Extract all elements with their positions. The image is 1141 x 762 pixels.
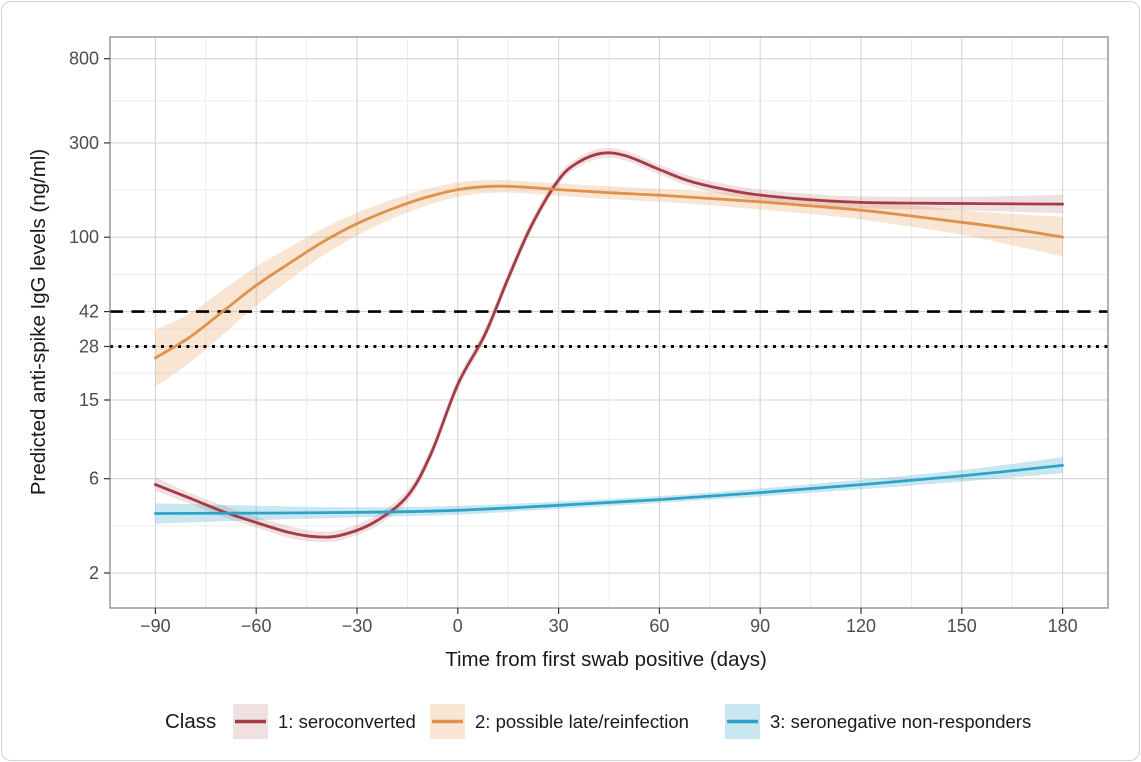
x-axis-title: Time from first swab positive (days) bbox=[445, 648, 767, 671]
series-line bbox=[154, 464, 1064, 515]
y-tick-label: 15 bbox=[79, 390, 99, 410]
x-tick-label: 60 bbox=[649, 616, 669, 636]
x-tick-label: 150 bbox=[947, 616, 977, 636]
legend-label: 1: seroconverted bbox=[278, 711, 416, 732]
y-tick-label: 28 bbox=[79, 337, 99, 357]
legend-label: 2: possible late/reinfection bbox=[475, 711, 689, 732]
y-tick-label: 300 bbox=[69, 133, 99, 153]
x-tick-label: 0 bbox=[453, 616, 463, 636]
legend-item-possible-late-reinfection: 2: possible late/reinfection bbox=[430, 704, 689, 739]
x-tick-label: 90 bbox=[750, 616, 770, 636]
x-tick-label: 30 bbox=[549, 616, 569, 636]
y-tick-label: 6 bbox=[89, 469, 99, 489]
y-tick-label: 800 bbox=[69, 49, 99, 69]
legend-item-seroconverted: 1: seroconverted bbox=[233, 704, 416, 739]
x-tick-label: 120 bbox=[846, 616, 876, 636]
y-tick-label: 2 bbox=[89, 563, 99, 583]
legend-label: 3: seronegative non-responders bbox=[770, 711, 1031, 732]
x-tick-label: −30 bbox=[342, 616, 373, 636]
y-tick-label: 42 bbox=[79, 302, 99, 322]
panel-border bbox=[109, 36, 1109, 609]
x-tick-label: 180 bbox=[1048, 616, 1078, 636]
legend-title: Class bbox=[165, 710, 216, 733]
legend: Class 1: seroconverted 2: possible late/… bbox=[165, 704, 1031, 739]
x-tick-label: −90 bbox=[140, 616, 171, 636]
y-tick-label: 100 bbox=[69, 227, 99, 247]
confidence-ribbon bbox=[155, 457, 1063, 524]
legend-item-seronegative-non-responders: 3: seronegative non-responders bbox=[725, 704, 1031, 739]
plot-panel: −90 −60 −30 0 30 60 90 120 150 180 2 6 15 28 42 100 300 8… bbox=[69, 36, 1109, 636]
y-axis-title: Predicted anti-spike IgG levels (ng/ml) bbox=[27, 149, 50, 495]
series-line bbox=[154, 184, 1064, 360]
x-tick-label: −60 bbox=[241, 616, 272, 636]
series-line bbox=[154, 151, 1064, 539]
